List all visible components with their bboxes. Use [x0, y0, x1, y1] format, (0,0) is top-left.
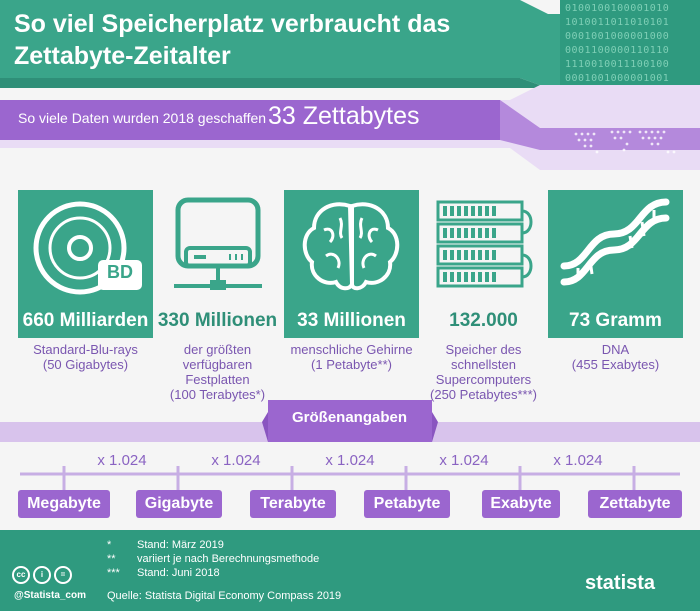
- unit-zettabyte: Zettabyte: [588, 490, 682, 518]
- item-value: 132.000: [449, 310, 518, 331]
- bd-badge: BD: [107, 262, 133, 282]
- unit-megabyte: Megabyte: [18, 490, 110, 518]
- license-icons[interactable]: cc i =: [12, 566, 72, 584]
- item-blu-ray: BD 660 Milliarden Standard-Blu-rays (50 G…: [18, 190, 153, 372]
- item-dna: 73 Gramm DNA (455 Exabytes): [548, 190, 683, 372]
- source-note: Quelle: Statista Digital Economy Compass…: [107, 590, 342, 602]
- footnotes: * Stand: März 2019 ** variiert je nach Ber…: [107, 539, 320, 579]
- item-hard-drive: 330 Millionen der größten verfügbaren Fest…: [150, 190, 285, 402]
- sizes-title: Größenangaben: [291, 409, 407, 426]
- storage-comparison: BD 660 Milliarden Standard-Blu-rays (50 G…: [0, 190, 700, 402]
- blu-ray-disc-icon: [33, 201, 142, 295]
- item-supercomputer: 132.000 Speicher des schnellsten Supercomp…: [416, 190, 551, 402]
- server-rack-icon: [436, 200, 533, 288]
- item-brain: 33 Millionen menschliche Gehirne (1 Petab…: [284, 190, 419, 372]
- headline-text: So viele Daten wurden 2018 geschaffen: [18, 110, 267, 126]
- item-value: 73 Gramm: [569, 310, 662, 331]
- binary-pattern: 0100100100001010 1010011011010101 000100…: [565, 3, 670, 84]
- brand-logo[interactable]: statista: [585, 572, 656, 594]
- footer: [0, 530, 700, 611]
- unit-terabyte: Terabyte: [250, 490, 336, 518]
- cc-icon[interactable]: cc: [12, 566, 30, 584]
- page-title: So viel Speicherplatz verbraucht das Zet…: [14, 10, 451, 70]
- brain-icon: [302, 202, 400, 291]
- item-description: DNA (455 Exabytes): [571, 342, 660, 372]
- item-value: 33 Millionen: [297, 310, 406, 331]
- equals-icon[interactable]: =: [54, 566, 72, 584]
- headline-value: 33 Zettabytes: [268, 102, 420, 130]
- item-description: der größten verfügbaren Festplatten (100 Te…: [169, 342, 266, 402]
- factor-label: x 1.024: [439, 452, 489, 469]
- item-description: Standard-Blu-rays (50 Gigabytes): [33, 342, 138, 372]
- unit-petabyte: Petabyte: [364, 490, 450, 518]
- info-icon[interactable]: i: [33, 566, 51, 584]
- factor-label: x 1.024: [97, 452, 147, 469]
- item-value: 330 Millionen: [157, 310, 278, 331]
- item-description: menschliche Gehirne (1 Petabyte**): [290, 342, 413, 372]
- social-handle[interactable]: @Statista_com: [14, 590, 86, 601]
- item-description: Speicher des schnellsten Supercomputers (25…: [430, 342, 537, 402]
- unit-exabyte: Exabyte: [482, 490, 560, 518]
- item-value: 660 Milliarden: [22, 310, 149, 331]
- hard-drive-icon: [174, 197, 262, 290]
- dna-icon: [560, 198, 670, 286]
- factor-label: x 1.024: [211, 452, 261, 469]
- factor-label: x 1.024: [325, 452, 375, 469]
- unit-gigabyte: Gigabyte: [136, 490, 222, 518]
- factor-label: x 1.024: [553, 452, 603, 469]
